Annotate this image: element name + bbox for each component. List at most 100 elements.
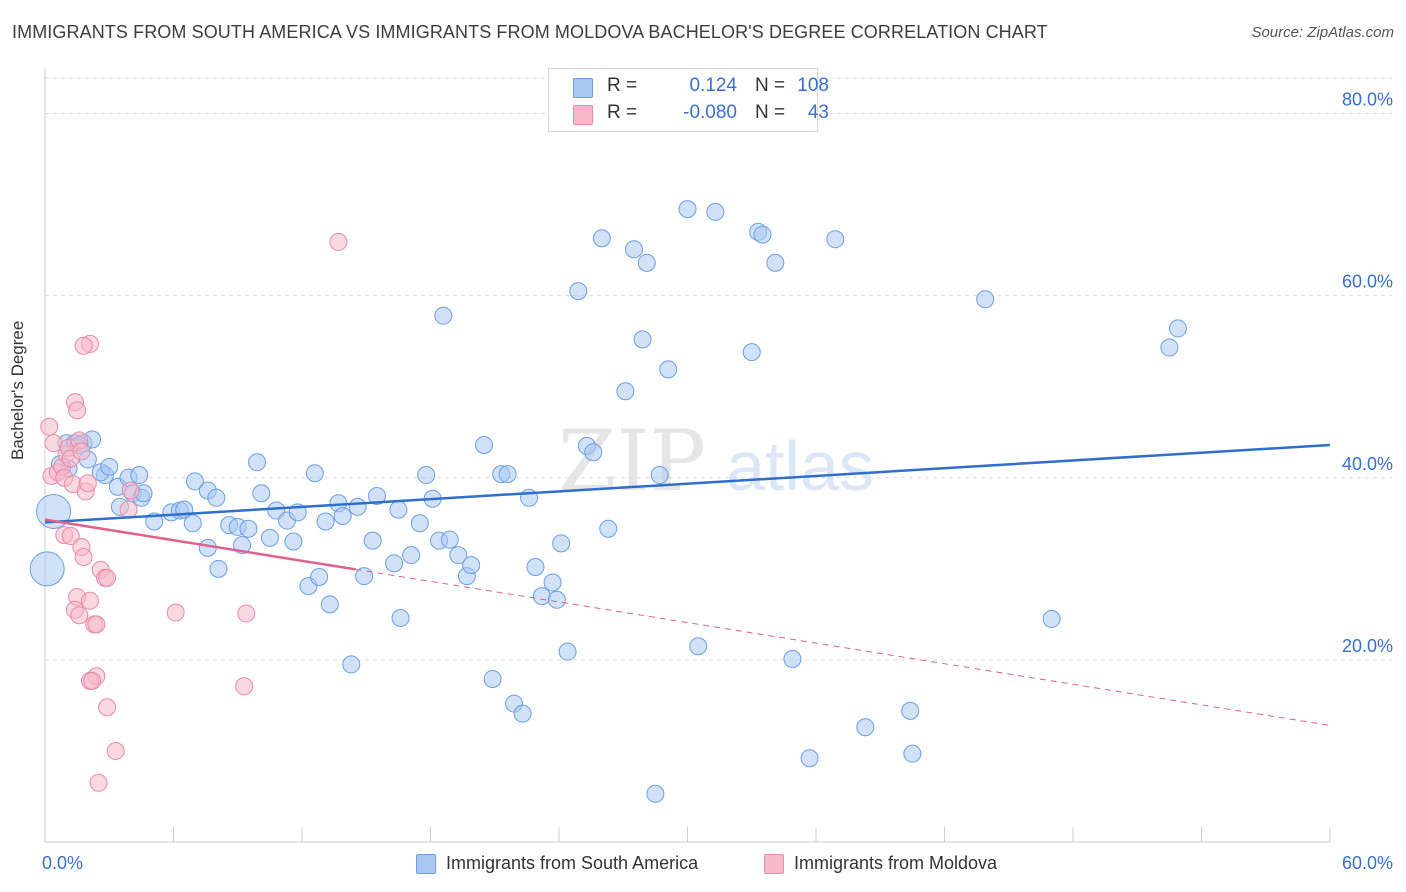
south-america-point xyxy=(543,573,562,592)
moldova-point xyxy=(89,773,108,792)
south-america-point xyxy=(1160,338,1179,357)
moldova-point xyxy=(235,677,254,696)
south-america-point xyxy=(616,382,635,401)
south-america-point xyxy=(637,253,656,272)
watermark-atlas: atlas xyxy=(726,427,874,505)
r-key: R = xyxy=(607,75,638,96)
south-america-point xyxy=(385,554,404,573)
pink-swatch-icon xyxy=(573,105,593,125)
moldova-point xyxy=(70,606,89,625)
south-america-point xyxy=(646,784,665,803)
south-america-point xyxy=(333,507,352,526)
r-key: R = xyxy=(607,102,638,123)
south-america-point xyxy=(248,453,267,472)
x-tick-label: 0.0% xyxy=(42,853,83,873)
south-america-point xyxy=(367,486,386,505)
south-america-point xyxy=(903,744,922,763)
south-america-point xyxy=(659,360,678,379)
y-tick-label: 40.0% xyxy=(1342,454,1393,474)
moldova-point xyxy=(121,481,140,500)
r-value: 0.124 xyxy=(689,75,737,96)
south-america-point xyxy=(856,718,875,737)
south-america-point xyxy=(742,343,761,362)
south-america-point xyxy=(252,484,271,503)
south-america-point xyxy=(766,253,785,272)
south-america-point xyxy=(363,531,382,550)
moldova-point xyxy=(119,500,138,519)
south-america-point xyxy=(316,512,335,531)
moldova-point xyxy=(98,568,117,587)
south-america-point xyxy=(239,519,258,538)
south-america-point xyxy=(901,701,920,720)
moldova-point xyxy=(72,442,91,461)
south-america-point xyxy=(348,497,367,516)
south-america-point xyxy=(558,642,577,661)
south-america-point xyxy=(462,556,481,575)
moldova-point xyxy=(80,591,99,610)
south-america-point xyxy=(209,559,228,578)
south-america-point xyxy=(547,590,566,609)
south-america-point xyxy=(310,568,329,587)
moldova-point xyxy=(40,417,59,436)
y-tick-label: 20.0% xyxy=(1342,636,1393,656)
pink-swatch-icon xyxy=(764,854,784,874)
moldova-point xyxy=(329,232,348,251)
n-key: N = xyxy=(755,75,786,96)
moldova-point xyxy=(74,336,93,355)
y-axis-title: Bachelor's Degree xyxy=(8,320,27,460)
south-america-point xyxy=(449,546,468,565)
south-america-point xyxy=(100,457,119,476)
south-america-point xyxy=(1168,319,1187,338)
south-america-point xyxy=(389,500,408,519)
south-america-point xyxy=(706,202,725,221)
south-america-point xyxy=(320,595,339,614)
south-america-point xyxy=(513,704,532,723)
south-america-point xyxy=(624,240,643,259)
south-america-point xyxy=(650,466,669,485)
moldova-point xyxy=(166,603,185,622)
moldova-point xyxy=(68,401,87,420)
south-america-point xyxy=(483,670,502,689)
y-tick-label: 80.0% xyxy=(1342,90,1393,110)
south-america-point xyxy=(29,551,65,587)
south-america-point xyxy=(1042,609,1061,628)
south-america-point xyxy=(678,200,697,219)
south-america-point xyxy=(783,649,802,668)
series-legend: Immigrants from South America Immigrants… xyxy=(0,852,1406,876)
moldova-point xyxy=(61,527,80,546)
south-america-point xyxy=(284,532,303,551)
moldova-point xyxy=(106,741,125,760)
south-america-point xyxy=(475,435,494,454)
south-america-point xyxy=(130,466,149,485)
moldova-trend-line-extension xyxy=(355,568,1331,726)
chart-title: IMMIGRANTS FROM SOUTH AMERICA VS IMMIGRA… xyxy=(12,22,1048,42)
moldova-point xyxy=(78,474,97,493)
south-america-point xyxy=(391,608,410,627)
south-america-point xyxy=(185,472,204,491)
n-value: 108 xyxy=(797,75,829,96)
south-america-point xyxy=(633,330,652,349)
n-value: 43 xyxy=(807,102,829,123)
south-america-point xyxy=(532,587,551,606)
south-america-point xyxy=(305,464,324,483)
moldova-point xyxy=(98,698,117,717)
south-america-point xyxy=(800,749,819,768)
south-america-point xyxy=(417,466,436,485)
moldova-trend-line xyxy=(44,518,356,571)
south-america-point xyxy=(183,514,202,533)
south-america-point xyxy=(552,534,571,553)
x-tick-label: 60.0% xyxy=(1342,853,1393,873)
source-label: Source: ZipAtlas.com xyxy=(1251,24,1394,41)
south-america-point xyxy=(207,488,226,507)
south-america-point xyxy=(260,528,279,547)
r-value: -0.080 xyxy=(683,102,737,123)
south-america-point xyxy=(599,519,618,538)
moldova-point xyxy=(83,671,102,690)
moldova-point xyxy=(74,547,93,566)
south-america-point xyxy=(434,306,453,325)
south-america-point xyxy=(498,465,517,484)
south-america-point xyxy=(402,546,421,565)
blue-swatch-icon xyxy=(573,78,593,98)
stats-legend: R = 0.124 N = 108 R = -0.080 N = 43 xyxy=(548,68,829,132)
